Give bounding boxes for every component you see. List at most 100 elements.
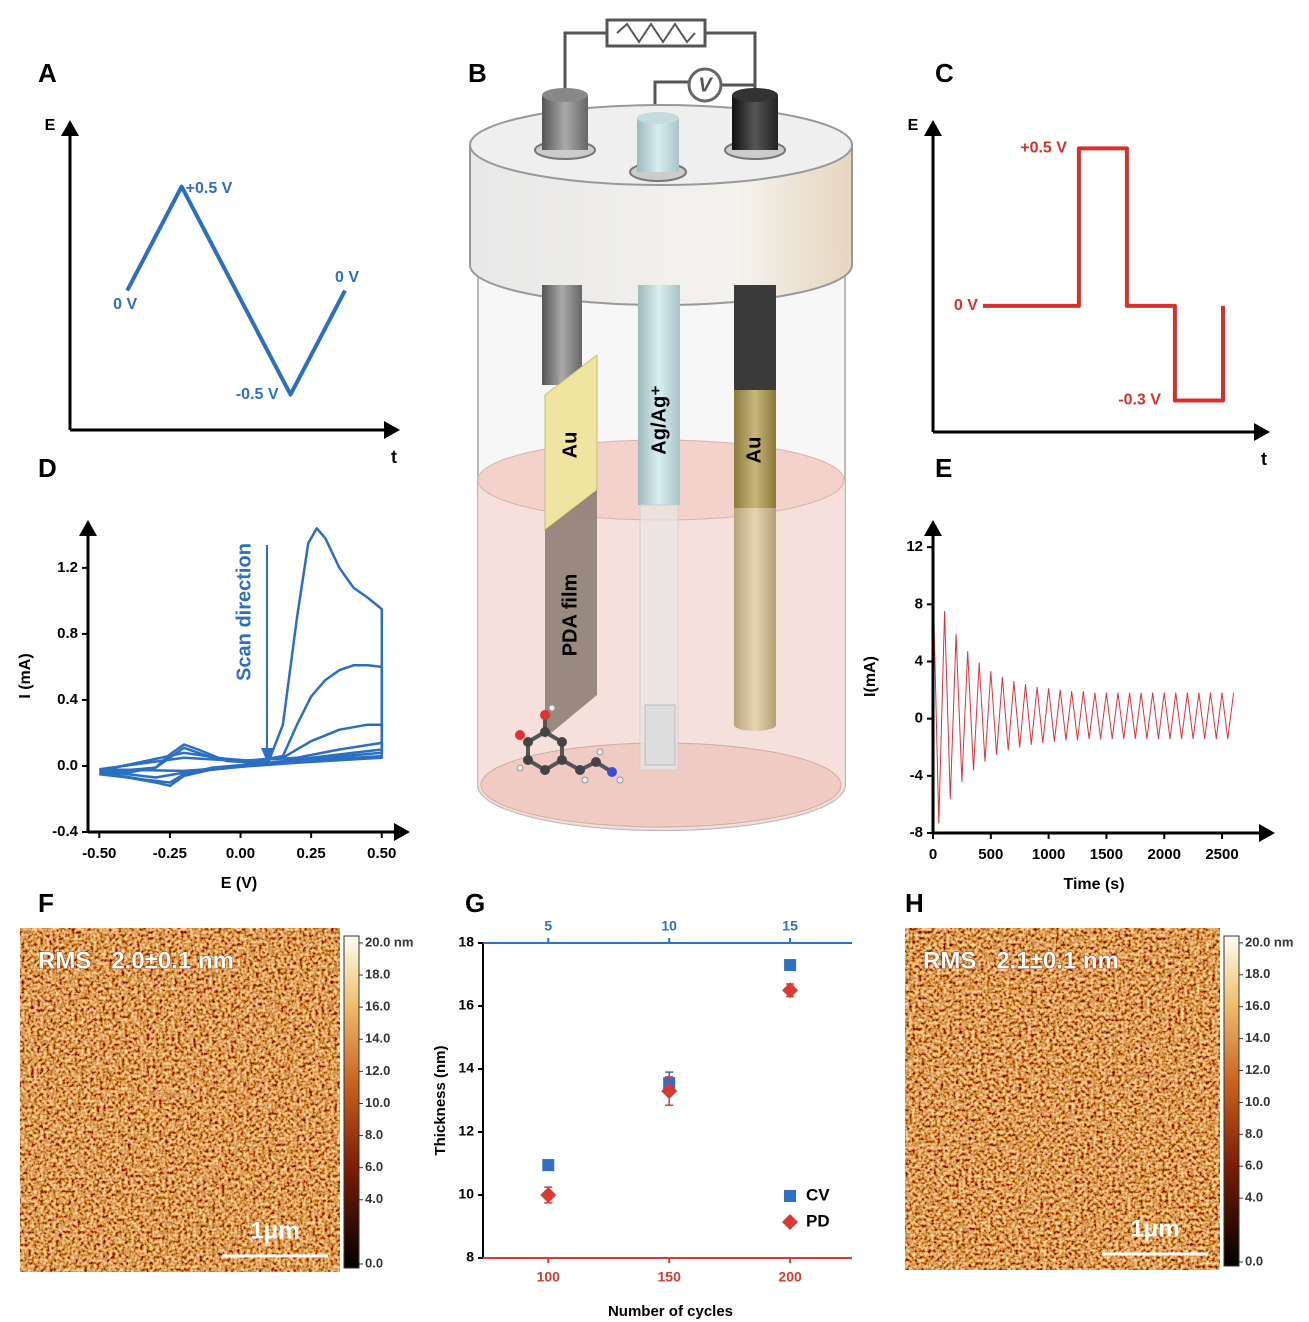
- afm-image: [20, 928, 340, 1272]
- colorbar-tick-label: 8.0: [1245, 1126, 1263, 1141]
- colorbar-tick-label: 4.0: [1245, 1190, 1263, 1205]
- x-axis-arrow: [394, 823, 410, 841]
- y-tick-label: 8: [466, 1249, 474, 1265]
- y-tick-label: -4: [910, 767, 924, 784]
- marker: [542, 1159, 555, 1172]
- y-tick-label: 8: [915, 595, 923, 612]
- x-axis-label: E (V): [221, 875, 257, 892]
- electrode-top: [542, 95, 588, 150]
- panel-label: F: [38, 888, 54, 918]
- molecule: [515, 704, 624, 784]
- marker: [661, 1083, 678, 1100]
- colorbar-tick-label: 0.0: [1245, 1253, 1263, 1268]
- x-axis-label: Time (s): [1063, 876, 1124, 893]
- x-tick-label: 0.00: [226, 845, 255, 862]
- colorbar-tick-label: 6.0: [1245, 1158, 1263, 1173]
- data-label: +0.5 V: [186, 180, 233, 197]
- y-tick-label: 0.0: [57, 757, 78, 774]
- y-axis-label: I (mA): [17, 653, 34, 698]
- x-axis-label: Number of cycles: [608, 1303, 733, 1320]
- x-tick-label: 1500: [1090, 846, 1123, 863]
- panel-label: G: [465, 888, 485, 918]
- legend-marker: [782, 1214, 798, 1230]
- electrode-cap: [637, 112, 679, 124]
- colorbar-tick-label: 18.0: [365, 966, 390, 981]
- rms-label: RMS 2.0±0.1 nm: [38, 947, 234, 974]
- reference-tube: [638, 285, 680, 505]
- x-tick-label: 100: [537, 1269, 561, 1285]
- electrode-label: Au: [559, 432, 581, 459]
- data-line: [982, 146, 1225, 403]
- x-axis-label: t: [391, 447, 397, 467]
- y-axis-arrow: [924, 120, 942, 136]
- data-label: 0 V: [335, 269, 359, 286]
- cell-diagram: V Au PDA film Ag/Ag⁺ Au: [469, 18, 853, 832]
- legend-label: PD: [806, 1211, 830, 1230]
- resistor-zigzag: [616, 22, 696, 44]
- afm-image: [905, 928, 1220, 1270]
- data-label: 0 V: [954, 297, 978, 314]
- data-line: [99, 741, 384, 773]
- y-axis-label: I(mA): [862, 656, 879, 697]
- x-tick-label: -0.25: [153, 845, 187, 862]
- voltmeter-label: V: [698, 74, 713, 96]
- y-axis-arrow: [61, 120, 79, 136]
- y-tick-label: 14: [458, 1060, 474, 1076]
- data-line: [99, 664, 384, 784]
- colorbar-tick-label: 10.0: [1245, 1094, 1270, 1109]
- panel-label: A: [38, 58, 57, 88]
- y-axis-arrow: [79, 520, 97, 536]
- marker: [784, 959, 797, 972]
- x-tick-label: 150: [658, 1269, 682, 1285]
- x-tick-label: 500: [978, 846, 1003, 863]
- scale-bar-label: 1μm: [250, 1217, 299, 1244]
- data-label: -0.3 V: [1118, 392, 1161, 409]
- annotation-arrowhead: [261, 748, 273, 762]
- x-axis-arrow: [384, 421, 400, 439]
- x-tick-label: -0.50: [82, 845, 116, 862]
- x2-tick-label: 10: [661, 918, 677, 934]
- y-tick-label: 0.8: [57, 625, 78, 642]
- colorbar-tick-label: 6.0: [365, 1159, 383, 1174]
- voltmeter: [687, 67, 723, 103]
- annotation: Scan direction: [233, 543, 255, 681]
- x-tick-label: 2500: [1205, 846, 1238, 863]
- x-tick-label: 200: [778, 1269, 802, 1285]
- x2-tick-label: 15: [782, 918, 798, 934]
- y-tick-label: -0.4: [52, 823, 79, 840]
- frit: [644, 704, 676, 766]
- colorbar-tick-label: 14.0: [1245, 1030, 1270, 1045]
- resistor: [605, 18, 707, 48]
- panel-label: D: [38, 453, 57, 483]
- coated-coil: [734, 508, 776, 731]
- data-label: +0.5 V: [1020, 140, 1067, 157]
- electrode-top: [732, 95, 778, 150]
- data-label: 0 V: [113, 296, 137, 313]
- colorbar-tick-label: 10.0: [365, 1095, 390, 1110]
- x-tick-label: 1000: [1032, 846, 1065, 863]
- y-tick-label: 16: [458, 997, 474, 1013]
- rod: [542, 285, 582, 385]
- panel-label: C: [935, 58, 954, 88]
- colorbar-tick-label: 8.0: [365, 1127, 383, 1142]
- electrode-top: [637, 118, 679, 172]
- panel-label: H: [905, 888, 924, 918]
- x-tick-label: 2000: [1148, 846, 1181, 863]
- gold-coil: [734, 390, 776, 508]
- y-tick-label: 10: [458, 1186, 474, 1202]
- colorbar-tick-label: 4.0: [365, 1191, 383, 1206]
- y-tick-label: 4: [915, 652, 924, 669]
- wire: [563, 31, 757, 170]
- y-tick-label: 0: [915, 710, 923, 727]
- rms-label: RMS 2.1±0.1 nm: [923, 947, 1119, 974]
- marker: [782, 982, 799, 999]
- data-label: -0.5 V: [236, 386, 279, 403]
- electrode-cap: [542, 88, 588, 102]
- data-line: [932, 578, 1235, 824]
- x-tick-label: 0: [929, 846, 937, 863]
- colorbar-tick-label: 14.0: [365, 1031, 390, 1046]
- x-axis-label: t: [1261, 449, 1267, 469]
- legend-marker: [784, 1190, 796, 1202]
- colorbar-tick-label: 16.0: [365, 999, 390, 1014]
